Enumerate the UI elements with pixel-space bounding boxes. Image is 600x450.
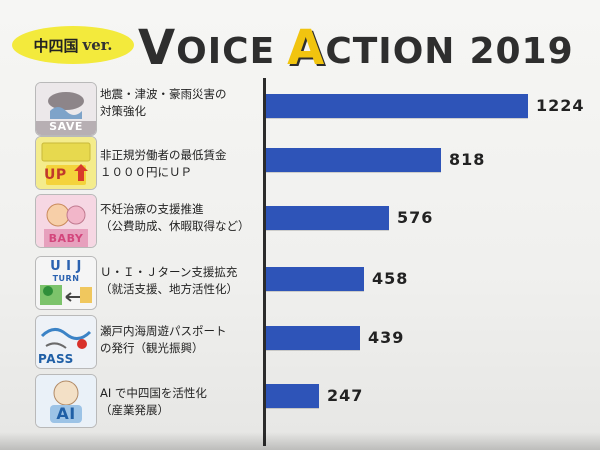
bar: [266, 206, 389, 230]
y-axis-line: [263, 78, 266, 446]
category-label-line: 対策強化: [100, 104, 146, 118]
title-initial-a: A: [287, 20, 326, 76]
category-label-line: 不妊治療の支援推進: [100, 202, 204, 216]
uij-turn-icon: U I J TURN: [35, 256, 97, 310]
baby-icon-label: BABY: [48, 232, 84, 245]
bar-value-label: 576: [397, 208, 434, 227]
bar-value-label: 818: [449, 150, 486, 169]
bar-value-label: 439: [368, 328, 405, 347]
bar-value-label: 1224: [536, 96, 585, 115]
bottom-shadow: [0, 432, 600, 450]
title-initial-v: V: [138, 20, 177, 76]
wage-up-icon-label: UP: [44, 167, 67, 183]
ai-icon: AI: [35, 374, 97, 428]
category-label-line: （産業発展）: [100, 403, 169, 417]
category-label-line: AI で中四国を活性化: [100, 386, 207, 400]
wage-up-icon: UP: [35, 136, 97, 190]
baby-icon: BABY: [35, 194, 97, 248]
bar: [266, 267, 364, 291]
bar-value-label: 247: [327, 386, 364, 405]
region-badge-version: ver.: [82, 36, 113, 54]
title-year: 2019: [469, 31, 574, 72]
save-icon: SAVE: [35, 82, 97, 136]
bar: [266, 148, 441, 172]
region-badge-text: 中四国: [33, 36, 79, 55]
pass-icon: PASS: [35, 315, 97, 369]
chart-title: V OICE A CTION 2019: [138, 16, 574, 72]
category-label-line: １０００円にＵＰ: [100, 165, 192, 179]
category-label: 不妊治療の支援推進 （公費助成、休暇取得など）: [100, 201, 265, 235]
bar-value-label: 458: [372, 269, 409, 288]
category-label: 非正規労働者の最低賃金 １０００円にＵＰ: [100, 147, 265, 181]
bar: [266, 326, 360, 350]
uij-icon-label: U I J: [50, 259, 82, 274]
category-label-line: 非正規労働者の最低賃金: [100, 148, 227, 162]
category-label-line: Ｕ・Ｉ・Ｊターン支援拡充: [100, 265, 238, 279]
category-label-line: （公費助成、休暇取得など）: [100, 219, 250, 233]
category-label-line: 地震・津波・豪雨災害の: [100, 87, 227, 101]
region-badge: 中四国 ver.: [12, 26, 134, 64]
category-label-line: の発行（観光振興）: [100, 341, 204, 355]
ai-icon-label: AI: [56, 404, 76, 423]
category-label: Ｕ・Ｉ・Ｊターン支援拡充 （就活支援、地方活性化）: [100, 264, 265, 298]
bar: [266, 384, 319, 408]
save-icon-label: SAVE: [49, 120, 83, 133]
category-label: 地震・津波・豪雨災害の 対策強化: [100, 86, 265, 120]
category-label-line: （就活支援、地方活性化）: [100, 282, 238, 296]
category-label-line: 瀬戸内海周遊パスポート: [100, 324, 227, 338]
pass-icon-label: PASS: [38, 352, 74, 366]
bar: [266, 94, 528, 118]
uij-icon-sublabel: TURN: [52, 274, 80, 283]
category-label: 瀬戸内海周遊パスポート の発行（観光振興）: [100, 323, 265, 357]
title-word-ction: CTION: [325, 31, 456, 72]
title-word-oice: OICE: [176, 31, 276, 72]
category-label: AI で中四国を活性化 （産業発展）: [100, 385, 265, 419]
